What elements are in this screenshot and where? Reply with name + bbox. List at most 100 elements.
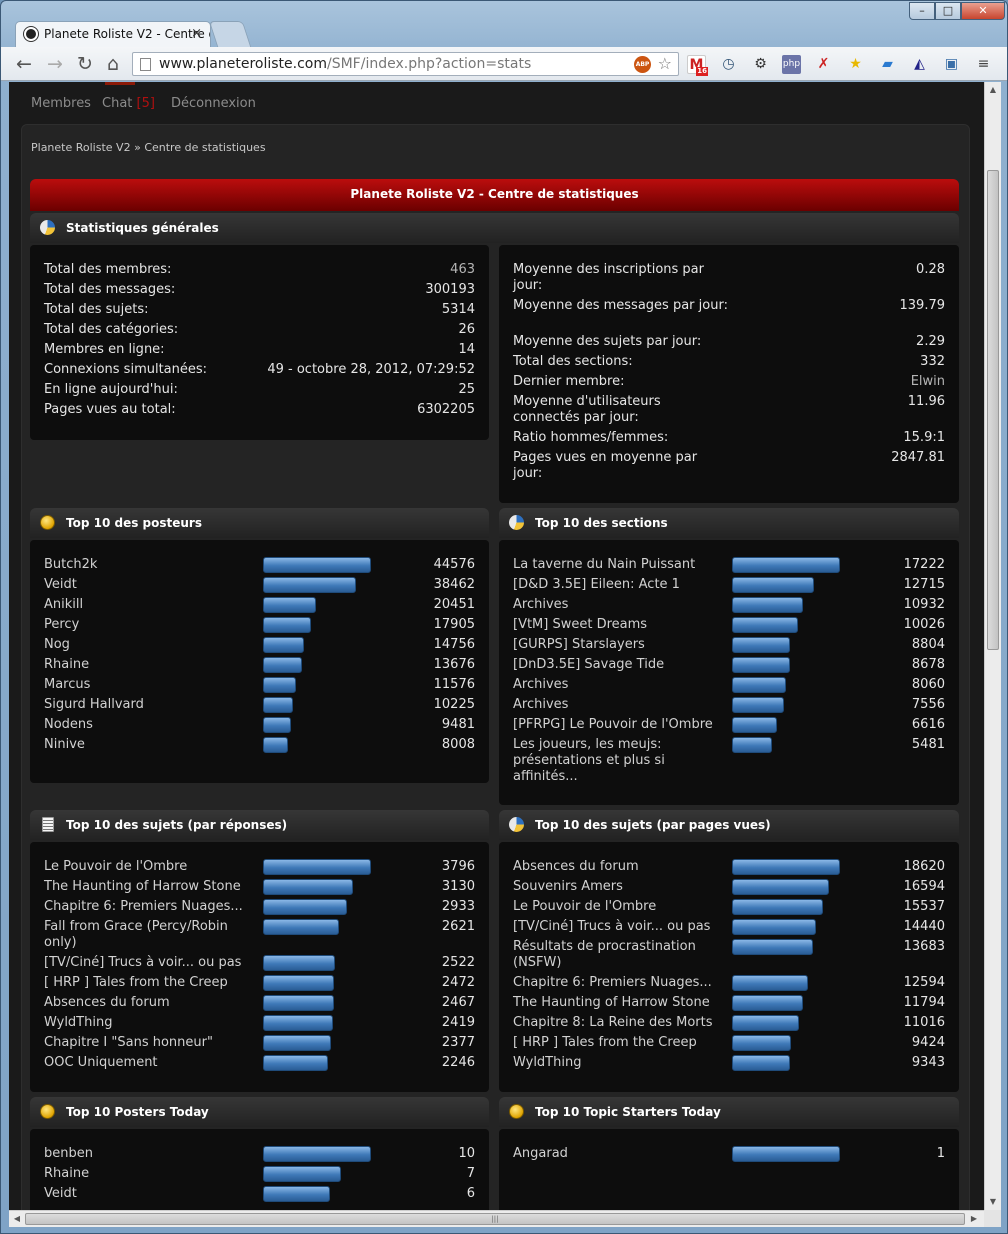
menu-icon[interactable]: ≡ [977,56,990,72]
scroll-up-icon[interactable]: ▲ [989,85,997,94]
item-name[interactable]: [VtM] Sweet Dreams [513,617,648,632]
item-name[interactable]: Rhaine [44,657,90,672]
favorites-star-icon[interactable]: ★ [849,56,862,72]
tab-close-icon[interactable]: × [191,26,202,41]
maximize-button[interactable]: □ [935,2,961,20]
item-name[interactable]: Ninive [44,737,85,752]
bookmark-star-icon[interactable]: ☆ [657,54,672,73]
item-name[interactable]: Fall from Grace (Percy/Robin only) [44,919,228,950]
item-name[interactable]: Nodens [44,717,93,732]
item-name[interactable]: [ HRP ] Tales from the Creep [513,1035,697,1050]
menu-chat-label: Chat [102,96,133,111]
scroll-left-icon[interactable]: ◀ [13,1214,21,1223]
breadcrumb: Planete Roliste V2 » Centre de statistiq… [31,141,266,154]
scroll-right-icon[interactable]: ▶ [970,1214,978,1223]
new-tab-button[interactable] [208,21,252,47]
item-name[interactable]: Chapitre 8: La Reine des Morts [513,1015,713,1030]
item-name[interactable]: La taverne du Nain Puissant [513,557,696,572]
top-posters-panel: Butch2k 44576 Veidt 38462 Anikill 20451 Percy 1… [30,540,489,783]
item-name[interactable]: Chapitre I "Sans honneur" [44,1035,213,1050]
item-name[interactable]: Résultats de procrastination (NSFW) [513,939,696,970]
item-name[interactable]: Le Pouvoir de l'Ombre [44,859,188,874]
bar-track [732,657,842,673]
item-name[interactable]: [GURPS] Starslayers [513,637,645,652]
item-name[interactable]: Souvenirs Amers [513,879,623,894]
back-arrow-icon[interactable]: ← [16,53,32,75]
item-name[interactable]: benben [44,1146,93,1161]
window-icon[interactable]: ▣ [944,56,959,72]
item-name[interactable]: Nog [44,637,70,652]
item-name[interactable]: [ HRP ] Tales from the Creep [44,975,228,990]
item-name[interactable]: Archives [513,697,569,712]
item-name[interactable]: [PFRPG] Le Pouvoir de l'Ombre [513,717,713,732]
menu-chat[interactable]: Chat [5] [102,96,155,111]
item-name[interactable]: Chapitre 6: Premiers Nuages... [513,975,712,990]
top-starters-today-title: Top 10 Topic Starters Today [535,1105,721,1119]
item-name[interactable]: Butch2k [44,557,98,572]
item-name[interactable]: WyldThing [44,1015,113,1030]
php-icon[interactable]: php [782,55,801,74]
vertical-scrollbar[interactable]: ▲ ▼ [984,82,1001,1210]
address-bar[interactable]: www.planeteroliste.com/SMF/index.php?act… [132,52,679,76]
graph-icon[interactable]: ◭ [914,56,925,72]
breadcrumb-home[interactable]: Planete Roliste V2 [31,141,131,154]
close-window-button[interactable]: ✕ [961,2,1005,20]
item-name[interactable]: Marcus [44,677,91,692]
forward-arrow-icon[interactable]: → [47,53,63,75]
adblock-icon[interactable]: ABP [634,56,651,73]
notes-icon[interactable]: ▰ [882,56,893,72]
horizontal-scroll-thumb[interactable]: ||| [25,1213,965,1225]
tab-strip: Planete Roliste V2 - Centre de statistiq… [1,1,1007,47]
item-name[interactable]: Rhaine [44,1166,90,1181]
menu-logout[interactable]: Déconnexion [171,96,256,111]
page-title: Planete Roliste V2 - Centre de statistiq… [30,179,959,211]
item-name[interactable]: Absences du forum [44,995,170,1010]
item-name[interactable]: Archives [513,677,569,692]
item-name[interactable]: Chapitre 6: Premiers Nuages... [44,899,243,914]
item-name[interactable]: The Haunting of Harrow Stone [513,995,710,1010]
minimize-button[interactable]: – [909,2,935,20]
horizontal-scrollbar[interactable]: ◀ ||| ▶ [9,1210,984,1227]
vertical-scroll-thumb[interactable] [987,170,999,650]
item-name[interactable]: Veidt [44,577,77,592]
bar-fill [263,955,335,971]
item-name[interactable]: Sigurd Hallvard [44,697,144,712]
stopwatch-icon[interactable]: ◷ [722,56,735,72]
item-value: 2621 [441,919,475,934]
item-name[interactable]: The Haunting of Harrow Stone [44,879,241,894]
item-value: 7556 [911,697,945,712]
item-value: 12594 [903,975,945,990]
item-name[interactable]: Angarad [513,1146,568,1161]
item-name[interactable]: Le Pouvoir de l'Ombre [513,899,657,914]
gear-icon[interactable]: ⚙ [754,56,767,72]
menu-members[interactable]: Membres [31,96,91,111]
item-value: 11794 [903,995,945,1010]
item-name[interactable]: [D&D 3.5E] Eileen: Acte 1 [513,577,680,592]
stat-label: Connexions simultanées: [44,362,208,377]
item-name[interactable]: WyldThing [513,1055,582,1070]
browser-toolbar: ← → ↻ ⌂ www.planeteroliste.com/SMF/index… [1,47,1007,81]
item-name[interactable]: [DnD3.5E] Savage Tide [513,657,665,672]
item-name[interactable]: Les joueurs, les meujs: présentations et… [513,737,665,784]
item-value: 8060 [911,677,945,692]
tab-active[interactable]: Planete Roliste V2 - Centre de statistiq… [15,21,211,47]
item-name[interactable]: Absences du forum [513,859,639,874]
breadcrumb-current[interactable]: Centre de statistiques [144,141,266,154]
top-posters-title: Top 10 des posteurs [66,516,202,530]
bar-track [263,1055,373,1071]
forum-container: Planete Roliste V2 » Centre de statistiq… [21,124,970,1210]
scroll-down-icon[interactable]: ▼ [989,1197,997,1206]
item-name[interactable]: Anikill [44,597,84,612]
item-name[interactable]: Archives [513,597,569,612]
item-value: 5481 [911,737,945,752]
item-name[interactable]: OOC Uniquement [44,1055,158,1070]
item-name[interactable]: Veidt [44,1186,77,1201]
home-icon[interactable]: ⌂ [106,53,120,75]
item-value: 8678 [911,657,945,672]
item-name[interactable]: Percy [44,617,80,632]
item-name[interactable]: [TV/Ciné] Trucs à voir... ou pas [44,955,242,970]
reload-icon[interactable]: ↻ [77,53,93,75]
item-name[interactable]: [TV/Ciné] Trucs à voir... ou pas [513,919,711,934]
kill-icon[interactable]: ✗ [817,56,830,72]
gmail-icon[interactable]: M 16 [687,55,708,76]
